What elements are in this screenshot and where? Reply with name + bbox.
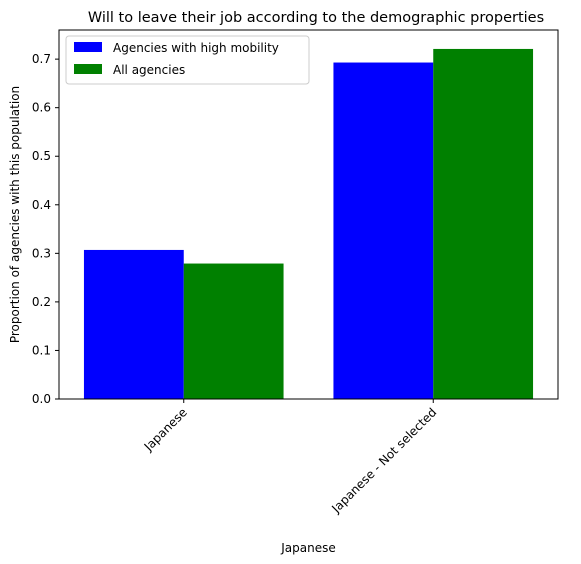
bar-agencies-with-high-mobility-japanese	[83, 249, 184, 399]
legend-label-high-mobility: Agencies with high mobility	[113, 41, 279, 55]
y-tick-label: 0.3	[32, 246, 51, 260]
legend-label-all-agencies: All agencies	[113, 63, 185, 77]
bar-all-agencies-japanese-not-selected	[433, 48, 534, 399]
y-tick-label: 0.0	[32, 392, 51, 406]
legend-box	[65, 35, 310, 85]
y-tick-label: 0.6	[32, 101, 51, 115]
plot-area-frame	[58, 29, 559, 400]
y-tick-label: 0.4	[32, 198, 51, 212]
legend-swatch-all-agencies	[74, 64, 102, 74]
bar-agencies-with-high-mobility-japanese-not-selected	[333, 62, 434, 399]
legend: Agencies with high mobility All agencies	[65, 35, 310, 85]
bar-all-agencies-japanese	[183, 263, 284, 399]
legend-swatch-high-mobility	[74, 42, 102, 52]
chart-title: Will to leave their job according to the…	[88, 10, 544, 26]
x-tick-label-japanese: Japanese	[141, 405, 190, 454]
x-axis-ticks: Japanese Japanese - Not selected	[141, 399, 439, 516]
x-tick-label-japanese-not-selected: Japanese - Not selected	[328, 405, 439, 516]
y-tick-label: 0.2	[32, 295, 51, 309]
y-axis-ticks: 0.0 0.1 0.2 0.3 0.4 0.5 0.6 0.7	[32, 52, 59, 406]
y-tick-label: 0.5	[32, 149, 51, 163]
bars-group	[83, 48, 534, 399]
x-axis-label: Japanese	[280, 541, 336, 555]
y-axis-label: Proportion of agencies with this populat…	[8, 86, 22, 343]
y-tick-label: 0.1	[32, 343, 51, 357]
y-tick-label: 0.7	[32, 52, 51, 66]
